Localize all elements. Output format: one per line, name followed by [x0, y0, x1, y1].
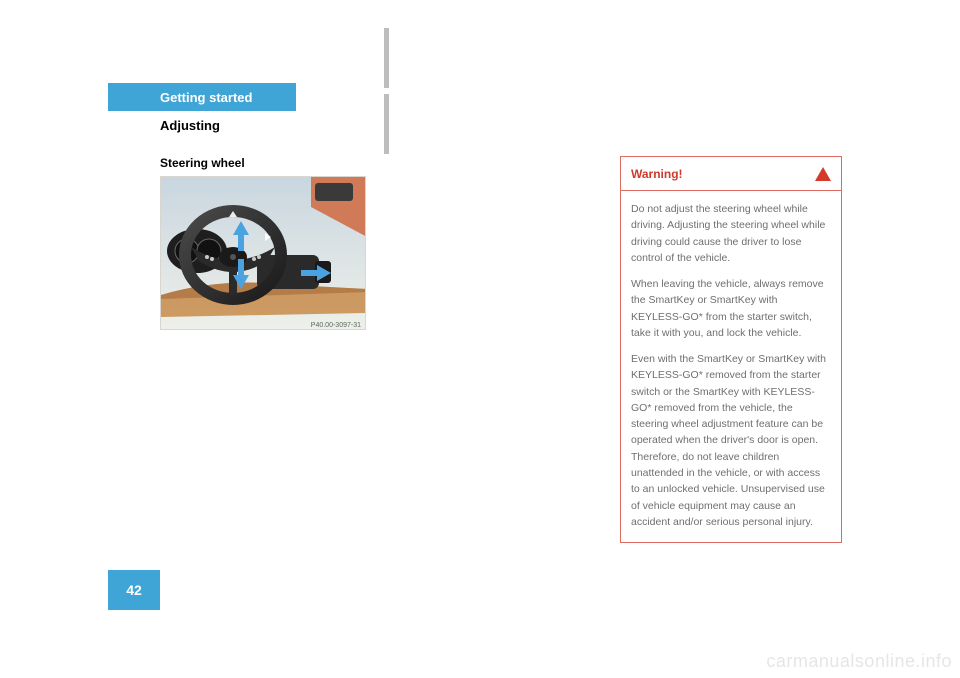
- warning-paragraph: Do not adjust the steering wheel while d…: [631, 201, 831, 266]
- marker-stripe: [384, 94, 389, 154]
- subsection-heading: Steering wheel: [160, 156, 245, 170]
- warning-paragraph: When leaving the vehicle, always remove …: [631, 276, 831, 341]
- warning-title: Warning!: [631, 167, 683, 181]
- figure-id-text: P40.00-3097-31: [311, 322, 361, 329]
- warning-paragraph: Even with the SmartKey or SmartKey with …: [631, 351, 831, 530]
- manual-page: Getting started Adjusting Steering wheel: [0, 0, 960, 678]
- marker-gap: [384, 20, 389, 28]
- page-number: 42: [126, 582, 142, 598]
- section-title: Adjusting: [160, 118, 220, 133]
- steering-wheel-illustration: P40.00-3097-31: [161, 177, 366, 330]
- page-number-badge: 42: [108, 570, 160, 610]
- watermark-text: carmanualsonline.info: [766, 651, 952, 672]
- page-edge-marker: [384, 20, 389, 210]
- marker-stripe: [384, 28, 389, 88]
- warning-box: Warning! Do not adjust the steering whee…: [620, 156, 842, 543]
- warning-body: Do not adjust the steering wheel while d…: [621, 191, 841, 542]
- steering-wheel-figure: P40.00-3097-31: [160, 176, 366, 330]
- warning-header: Warning!: [621, 157, 841, 191]
- section-tab: Getting started: [108, 83, 296, 111]
- tab-label: Getting started: [160, 90, 252, 105]
- warning-triangle-icon: [815, 167, 831, 181]
